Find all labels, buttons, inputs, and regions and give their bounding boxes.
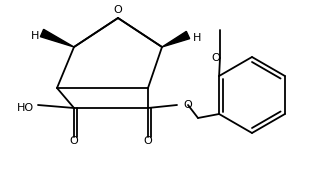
Polygon shape	[162, 31, 190, 47]
Text: H: H	[31, 31, 39, 41]
Text: O: O	[70, 136, 78, 146]
Text: O: O	[114, 5, 122, 15]
Text: O: O	[183, 100, 192, 110]
Text: O: O	[144, 136, 152, 146]
Text: H: H	[193, 33, 201, 43]
Text: HO: HO	[17, 103, 34, 113]
Text: O: O	[211, 53, 220, 63]
Polygon shape	[40, 29, 74, 47]
